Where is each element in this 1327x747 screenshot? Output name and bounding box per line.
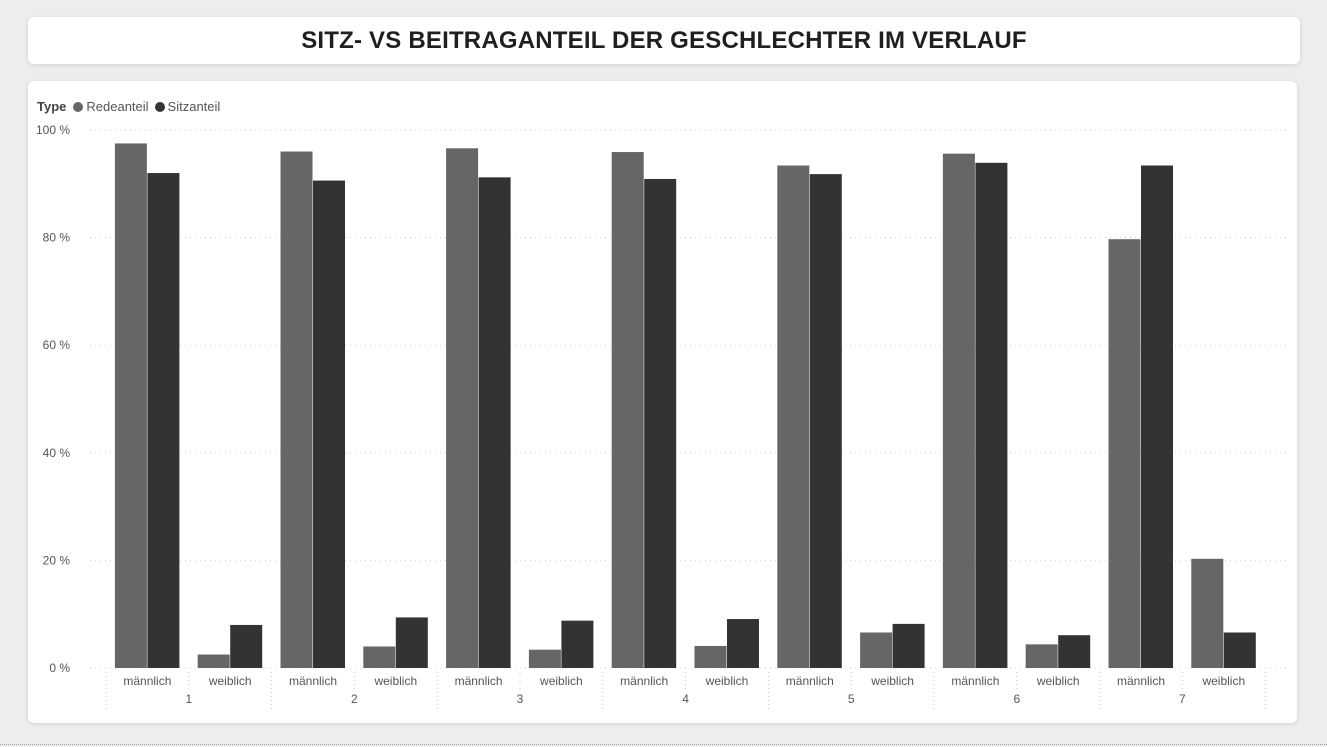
bar-redeanteil-2-weiblich (363, 646, 396, 668)
legend-dot-redeanteil-icon (73, 101, 84, 112)
chart-title: SITZ- VS BEITRAGANTEIL DER GESCHLECHTER … (301, 26, 1027, 54)
bar-sitzanteil-6-männlich (975, 162, 1008, 668)
bar-sitzanteil-3-männlich (478, 177, 511, 668)
y-tick-label: 20 % (43, 553, 71, 567)
bar-sitzanteil-1-männlich (147, 173, 180, 669)
legend-title: Type (37, 99, 67, 114)
x-subcategory-label: weiblich (1036, 674, 1080, 688)
x-group-label: 5 (848, 692, 855, 706)
bar-sitzanteil-5-männlich (809, 174, 842, 668)
x-group-label: 7 (1179, 692, 1186, 706)
bar-sitzanteil-3-weiblich (561, 620, 594, 668)
page-bottom-divider (0, 744, 1327, 745)
title-card: SITZ- VS BEITRAGANTEIL DER GESCHLECHTER … (28, 17, 1300, 64)
y-tick-label: 0 % (49, 661, 70, 675)
bar-sitzanteil-6-weiblich (1058, 635, 1091, 668)
legend-label-redeanteil: Redeanteil (86, 99, 149, 114)
x-subcategory-label: männlich (123, 674, 171, 688)
x-subcategory-label: weiblich (373, 674, 417, 688)
legend-item-redeanteil[interactable]: Redeanteil (73, 99, 149, 114)
bar-redeanteil-3-männlich (446, 148, 479, 669)
bar-sitzanteil-2-weiblich (395, 617, 428, 668)
y-tick-label: 100 % (36, 123, 70, 137)
bar-redeanteil-5-weiblich (860, 632, 893, 668)
x-subcategory-label: männlich (1117, 674, 1165, 688)
legend-item-sitzanteil[interactable]: Sitzanteil (154, 99, 221, 114)
bar-sitzanteil-1-weiblich (230, 624, 263, 668)
bar-redeanteil-1-männlich (114, 143, 147, 668)
x-subcategory-label: männlich (455, 674, 503, 688)
x-group-label: 6 (1013, 692, 1020, 706)
x-subcategory-label: männlich (620, 674, 668, 688)
x-group-label: 3 (517, 692, 524, 706)
legend: Type Redeanteil Sitzanteil (37, 99, 226, 114)
x-subcategory-label: männlich (289, 674, 337, 688)
legend-label-sitzanteil: Sitzanteil (167, 99, 221, 114)
x-group-label: 1 (185, 692, 192, 706)
y-tick-label: 60 % (43, 338, 71, 352)
legend-dot-sitzanteil-icon (154, 101, 165, 112)
x-subcategory-label: weiblich (539, 674, 583, 688)
bar-redeanteil-5-männlich (777, 165, 810, 668)
x-group-label: 2 (351, 692, 358, 706)
x-subcategory-label: männlich (786, 674, 834, 688)
bar-redeanteil-7-männlich (1108, 239, 1141, 669)
x-subcategory-label: weiblich (1201, 674, 1245, 688)
bar-sitzanteil-7-weiblich (1223, 632, 1256, 668)
bar-sitzanteil-4-weiblich (727, 619, 759, 668)
x-group-label: 4 (682, 692, 689, 706)
bar-redeanteil-6-männlich (942, 153, 975, 668)
bar-redeanteil-7-weiblich (1191, 558, 1224, 668)
bar-sitzanteil-4-männlich (644, 178, 677, 668)
bar-redeanteil-4-männlich (611, 152, 644, 669)
y-tick-label: 40 % (43, 446, 71, 460)
bar-redeanteil-6-weiblich (1025, 644, 1058, 668)
bar-redeanteil-2-männlich (280, 151, 313, 668)
x-subcategory-label: männlich (951, 674, 999, 688)
x-subcategory-label: weiblich (870, 674, 914, 688)
bar-sitzanteil-2-männlich (313, 180, 345, 668)
bar-redeanteil-4-weiblich (694, 645, 727, 668)
y-tick-label: 80 % (43, 231, 71, 245)
bar-sitzanteil-7-männlich (1141, 165, 1173, 668)
x-subcategory-label: weiblich (705, 674, 749, 688)
x-subcategory-label: weiblich (208, 674, 252, 688)
bar-sitzanteil-5-weiblich (892, 623, 925, 668)
bar-redeanteil-3-weiblich (528, 649, 561, 668)
bar-redeanteil-1-weiblich (197, 654, 230, 668)
